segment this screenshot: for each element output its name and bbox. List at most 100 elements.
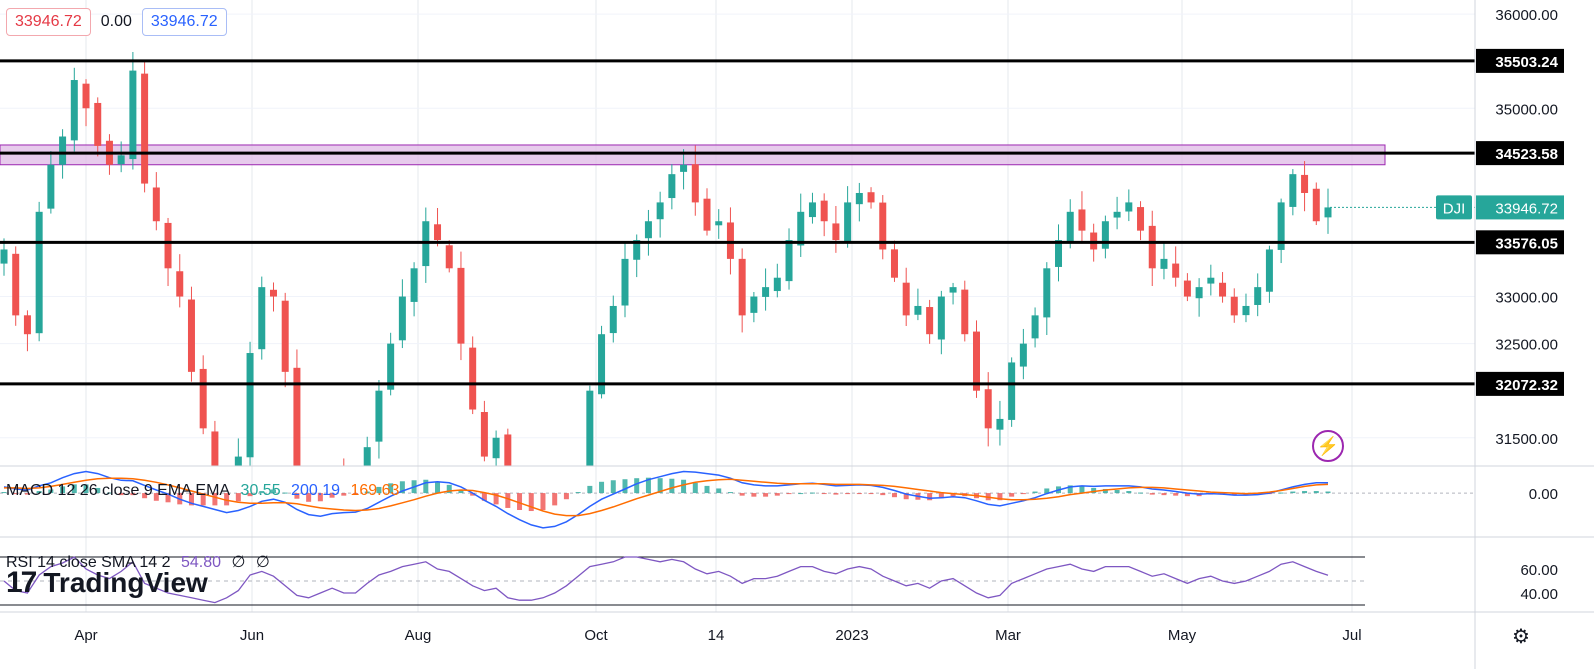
x-tick-label: 14	[708, 627, 725, 644]
macd-hist-bar	[1020, 493, 1026, 495]
macd-hist-bar	[130, 493, 136, 496]
candle-body	[937, 296, 945, 340]
rsi-extra-2: ∅	[255, 554, 270, 571]
candle-body	[773, 277, 781, 292]
macd-hist-bar	[1290, 491, 1296, 494]
macd-hist-bar	[517, 493, 523, 510]
candle-body	[1031, 315, 1039, 339]
macd-hist-bar	[60, 486, 66, 494]
macd-hist-bar	[727, 492, 733, 494]
macd-hist-bar	[1184, 493, 1190, 497]
macd-hist-bar	[259, 491, 265, 494]
macd-hist-bar	[540, 493, 546, 510]
candle-body	[1242, 305, 1250, 316]
candle-body	[410, 268, 418, 302]
candle-body	[1219, 282, 1227, 297]
candle-body	[434, 224, 442, 241]
candle-body	[199, 368, 207, 429]
candle-body	[1160, 258, 1168, 269]
macd-hist-bar	[798, 493, 804, 495]
candle-body	[832, 223, 840, 241]
candle-body	[609, 305, 617, 334]
macd-hist-bar	[739, 493, 745, 496]
macd-hist-bar	[446, 484, 452, 494]
macd-hist-bar	[1114, 490, 1120, 494]
symbol-badge-label: DJI	[1443, 200, 1466, 217]
macd-hist-bar	[71, 484, 77, 494]
macd-hist-bar	[423, 479, 429, 494]
macd-hist-bar	[587, 485, 593, 494]
macd-hist-bar	[1102, 488, 1108, 494]
candle-body	[914, 305, 922, 315]
gear-icon[interactable]: ⚙	[1512, 626, 1530, 648]
candle-body	[621, 258, 629, 306]
horizontal-levels[interactable]: 35503.24 34523.58 33576.05 32072.32 DJI 33946…	[0, 48, 1564, 396]
macd-hist-bar	[599, 481, 605, 494]
level-label-bg	[1476, 371, 1564, 396]
chart-grid	[0, 0, 1475, 612]
candle-body	[820, 200, 828, 222]
candle-body	[176, 271, 184, 297]
candle-body	[117, 155, 125, 165]
candle-body	[504, 434, 512, 466]
candle-body	[398, 296, 406, 341]
lightning-icon[interactable]: ⚡	[1312, 430, 1344, 462]
price-tick-label: 32500.00	[1495, 337, 1558, 354]
macd-hist-bar	[634, 478, 640, 494]
candle-body	[234, 456, 242, 466]
x-tick-label: Jun	[240, 627, 264, 644]
candle-body	[1148, 225, 1156, 269]
candle-body	[785, 240, 793, 282]
macd-hist-bar	[845, 493, 851, 495]
macd-hist-bar	[458, 490, 464, 494]
candle-body	[879, 202, 887, 250]
macd-legend[interactable]: MACD 12 26 close 9 EMA EMA 30.55 200.19 …	[6, 482, 405, 500]
rsi-legend[interactable]: RSI 14 close SMA 14 2 54.80 ∅ ∅	[6, 552, 276, 572]
macd-hist-bar	[1302, 491, 1308, 494]
open-value-badge: 33946.72	[6, 8, 91, 36]
macd-hist-bar	[751, 493, 757, 497]
macd-hist-bar	[622, 479, 628, 494]
candle-body	[984, 389, 992, 429]
candle-body	[844, 202, 852, 242]
macd-hist-bar	[1313, 491, 1319, 494]
macd-hist-bar	[212, 493, 218, 506]
macd-hist-bar	[1091, 487, 1097, 494]
candle-body	[1125, 202, 1133, 212]
candle-body	[1008, 362, 1016, 420]
candle-body	[1324, 207, 1332, 218]
resistance-zone-rect	[0, 144, 1386, 166]
candle-body	[867, 192, 875, 203]
macd-hist-bar	[880, 493, 886, 496]
macd-hist-bar	[399, 481, 405, 494]
change-value: 0.00	[100, 13, 132, 30]
rsi-label: RSI 14 close SMA 14 2	[6, 554, 171, 571]
candle-body	[668, 174, 676, 199]
candle-body	[1183, 280, 1191, 297]
macd-hist-value: 30.55	[240, 482, 281, 499]
macd-hist-bar	[353, 493, 359, 495]
macd-hist-bar	[247, 493, 253, 497]
macd-hist-bar	[610, 480, 616, 494]
candle-body	[1289, 174, 1297, 207]
macd-hist-bar	[200, 493, 206, 506]
tradingview-wordmark: TradingView	[43, 567, 208, 598]
x-tick-label: Apr	[74, 627, 97, 644]
macd-hist-bar	[716, 488, 722, 494]
macd-hist-bar	[575, 492, 581, 494]
candle-body	[47, 164, 55, 209]
macd-hist-bar	[774, 493, 780, 496]
macd-hist-bar	[435, 481, 441, 494]
macd-hist-bar	[692, 482, 698, 494]
macd-hist-bar	[821, 493, 827, 495]
macd-hist-bar	[1, 492, 7, 494]
macd-hist-bar	[1149, 493, 1155, 495]
macd-hist-bar	[997, 493, 1003, 501]
macd-hist-bar	[1067, 485, 1073, 494]
candle-body	[1101, 221, 1109, 249]
x-tick-label: 2023	[835, 627, 868, 644]
macd-hist-bar	[868, 493, 874, 495]
macd-hist-bar	[669, 478, 675, 494]
x-tick-label: May	[1168, 627, 1197, 644]
